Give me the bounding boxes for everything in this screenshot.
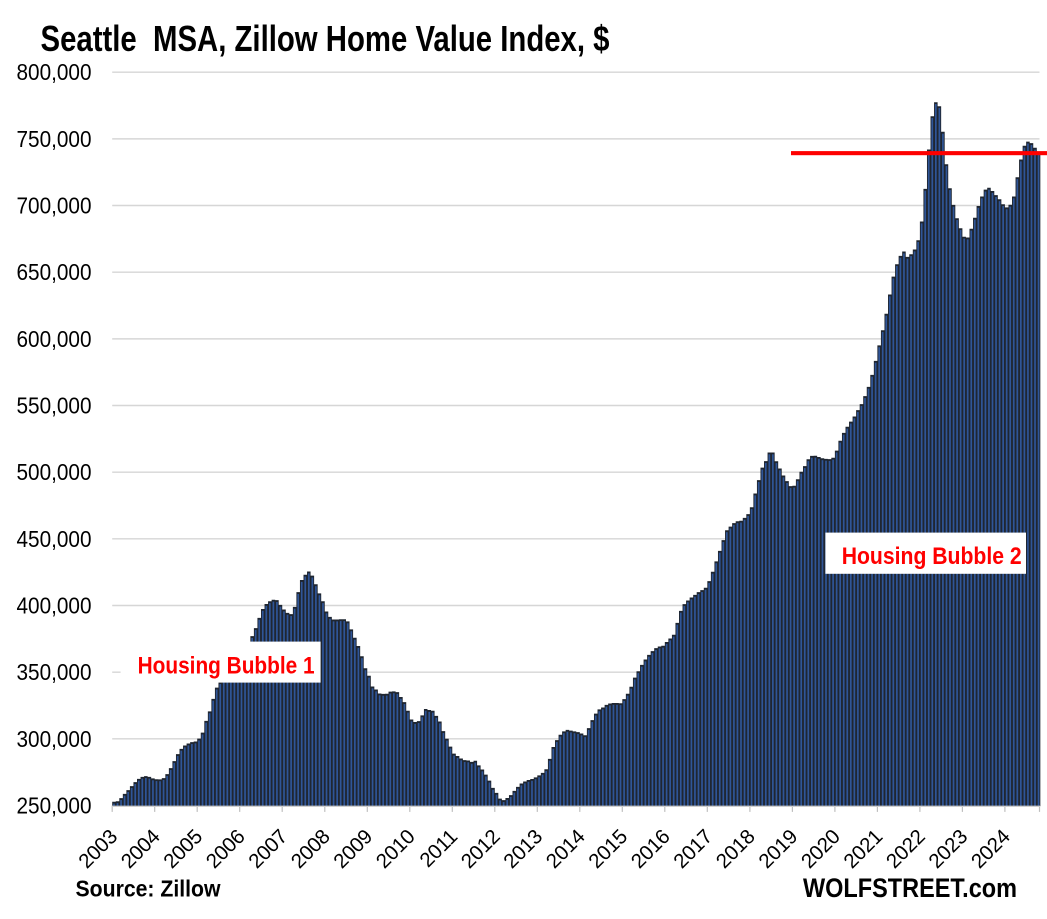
svg-text:Housing Bubble 1: Housing Bubble 1 [138,652,315,679]
svg-text:600,000: 600,000 [17,326,92,352]
svg-text:250,000: 250,000 [17,793,92,819]
svg-text:350,000: 350,000 [17,659,92,685]
svg-text:WOLFSTREET.com: WOLFSTREET.com [803,873,1017,903]
svg-text:700,000: 700,000 [17,193,92,219]
svg-text:800,000: 800,000 [17,59,92,85]
svg-text:650,000: 650,000 [17,259,92,285]
svg-text:300,000: 300,000 [17,726,92,752]
svg-text:750,000: 750,000 [17,126,92,152]
svg-text:Source: Zillow: Source: Zillow [76,876,221,902]
svg-text:450,000: 450,000 [17,526,92,552]
svg-text:Housing Bubble 2: Housing Bubble 2 [842,543,1022,570]
svg-text:550,000: 550,000 [17,393,92,419]
svg-text:500,000: 500,000 [17,459,92,485]
svg-text:Seattle MSA, Zillow Home Valu: Seattle MSA, Zillow Home Value Index, $ [41,18,610,59]
svg-text:400,000: 400,000 [17,593,92,619]
